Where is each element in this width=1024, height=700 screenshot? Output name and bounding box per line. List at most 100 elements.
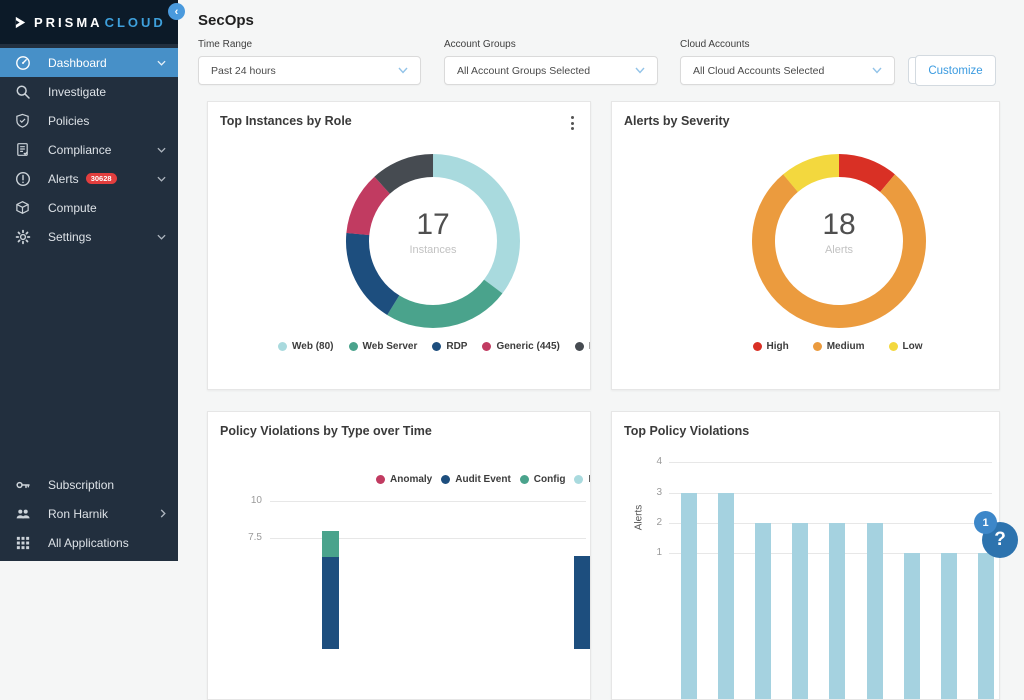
gridline bbox=[270, 538, 586, 539]
y-tick-label: 3 bbox=[656, 486, 662, 498]
legend-label: Web Server bbox=[362, 341, 418, 352]
chevron-right-icon bbox=[160, 509, 166, 518]
legend-item[interactable]: Redi bbox=[574, 341, 590, 352]
cloud-accounts-select[interactable]: All Cloud Accounts Selected bbox=[680, 56, 895, 85]
legend-label: High bbox=[766, 341, 789, 352]
legend-label: Web (80) bbox=[292, 341, 334, 352]
time-range-select[interactable]: Past 24 hours bbox=[198, 56, 421, 85]
legend-item[interactable]: High bbox=[752, 341, 789, 352]
card-title: Policy Violations by Type over Time bbox=[220, 424, 432, 438]
cloud-accounts-value: All Cloud Accounts Selected bbox=[693, 64, 825, 77]
chevron-down-icon bbox=[157, 147, 166, 153]
top-instances-donut-chart: 17 Instances bbox=[338, 146, 528, 336]
legend-label: N bbox=[588, 474, 590, 485]
card-menu-icon[interactable] bbox=[569, 114, 576, 132]
legend-item[interactable]: Audit Event bbox=[441, 474, 511, 485]
sidebar-item-label: Investigate bbox=[48, 84, 107, 99]
y-tick-label: 7.5 bbox=[248, 532, 262, 543]
sidebar-item-compliance[interactable]: Compliance bbox=[0, 135, 178, 164]
sidebar: PRISMA CLOUD Dashboard Investigate Polici… bbox=[0, 0, 178, 561]
legend-label: Audit Event bbox=[455, 474, 511, 485]
bar bbox=[977, 553, 994, 699]
chevron-down-icon bbox=[398, 67, 408, 74]
account-groups-value: All Account Groups Selected bbox=[457, 64, 591, 77]
account-groups-select[interactable]: All Account Groups Selected bbox=[444, 56, 658, 85]
cloud-accounts-label: Cloud Accounts bbox=[680, 39, 750, 50]
sidebar-item-all-applications[interactable]: All Applications bbox=[0, 528, 178, 557]
legend-item[interactable]: Medium bbox=[812, 341, 865, 352]
shield-check-icon bbox=[14, 112, 31, 129]
sidebar-nav: Dashboard Investigate Policies Complianc… bbox=[0, 48, 178, 251]
legend-dot bbox=[752, 342, 762, 351]
y-tick-label: 4 bbox=[656, 456, 662, 468]
clipboard-icon bbox=[14, 141, 31, 158]
sidebar-item-user[interactable]: Ron Harnik bbox=[0, 499, 178, 528]
card-title: Alerts by Severity bbox=[624, 114, 730, 128]
legend-dot bbox=[441, 475, 451, 484]
bar bbox=[755, 522, 772, 699]
gridline bbox=[669, 492, 992, 494]
bar-segment bbox=[574, 555, 590, 649]
bar bbox=[829, 522, 846, 699]
legend-dot bbox=[278, 342, 287, 351]
main-content: SecOps Time Range Past 24 hours Account … bbox=[178, 0, 1024, 700]
legend-label: RDP bbox=[446, 341, 468, 352]
time-range-value: Past 24 hours bbox=[211, 64, 276, 77]
chart-legend: Anomaly Audit Event Config N bbox=[376, 474, 590, 485]
y-tick-label: 10 bbox=[250, 495, 262, 506]
page-title: SecOps bbox=[198, 12, 254, 29]
legend-item[interactable]: Generic (445) bbox=[482, 341, 560, 352]
card-top-instances-by-role: Top Instances by Role 17 Instances Web (… bbox=[207, 101, 591, 390]
card-title: Top Policy Violations bbox=[624, 424, 750, 438]
card-title: Top Instances by Role bbox=[220, 114, 352, 128]
y-tick-label: 2 bbox=[656, 516, 662, 528]
sidebar-item-subscription[interactable]: Subscription bbox=[0, 470, 178, 499]
bar bbox=[681, 492, 697, 699]
chevron-down-icon bbox=[157, 234, 166, 240]
chevron-down-icon bbox=[635, 67, 645, 74]
legend-item[interactable]: Web Server bbox=[348, 341, 418, 352]
legend-item[interactable]: Low bbox=[888, 341, 923, 352]
dashboard-icon bbox=[14, 54, 31, 71]
legend-item[interactable]: N bbox=[574, 474, 590, 485]
prisma-logo-icon bbox=[13, 15, 28, 30]
legend-dot bbox=[432, 342, 442, 351]
legend-dot bbox=[574, 342, 584, 351]
gridline bbox=[669, 462, 992, 464]
alerts-count-badge: 30628 bbox=[85, 172, 117, 185]
sidebar-item-label: Policies bbox=[48, 113, 90, 128]
legend-dot bbox=[482, 342, 492, 351]
bar bbox=[866, 522, 883, 699]
sidebar-item-compute[interactable]: Compute bbox=[0, 193, 178, 222]
legend-label: Low bbox=[902, 341, 923, 352]
bar bbox=[718, 492, 735, 699]
gridline bbox=[270, 501, 586, 502]
sidebar-collapse-button[interactable]: ‹ bbox=[168, 3, 185, 20]
legend-item[interactable]: RDP bbox=[432, 341, 467, 352]
legend-dot bbox=[812, 342, 822, 351]
sidebar-item-investigate[interactable]: Investigate bbox=[0, 77, 178, 106]
legend-dot bbox=[888, 342, 898, 351]
legend-item[interactable]: Anomaly bbox=[376, 474, 432, 485]
legend-label: Anomaly bbox=[390, 474, 433, 485]
logo-bar: PRISMA CLOUD bbox=[0, 0, 178, 44]
sidebar-item-settings[interactable]: Settings bbox=[0, 222, 178, 251]
sidebar-item-alerts[interactable]: Alerts 30628 bbox=[0, 164, 178, 193]
legend-label: Medium bbox=[826, 341, 865, 352]
chevron-down-icon bbox=[872, 67, 882, 74]
alerts-severity-donut-chart: 18 Alerts bbox=[744, 146, 934, 336]
legend-label: Config bbox=[533, 474, 566, 485]
search-icon bbox=[14, 83, 31, 100]
legend-item[interactable]: Config bbox=[519, 474, 566, 485]
legend-item[interactable]: Web (80) bbox=[278, 341, 334, 352]
brand-name: PRISMA CLOUD bbox=[34, 14, 166, 30]
sidebar-item-label: Ron Harnik bbox=[48, 506, 109, 521]
sidebar-item-dashboard[interactable]: Dashboard bbox=[0, 48, 178, 77]
chevron-down-icon bbox=[157, 176, 166, 182]
bar-segment bbox=[322, 557, 339, 649]
customize-button[interactable]: Customize bbox=[915, 55, 996, 86]
sidebar-item-policies[interactable]: Policies bbox=[0, 106, 178, 135]
compute-cube-icon bbox=[14, 199, 31, 216]
time-range-label: Time Range bbox=[198, 39, 253, 50]
